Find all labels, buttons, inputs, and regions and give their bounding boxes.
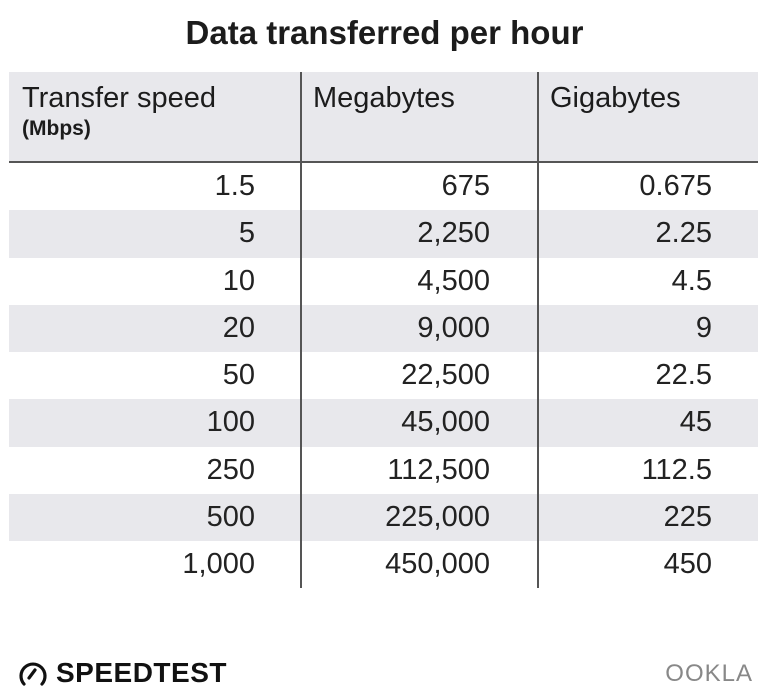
table-title: Data transferred per hour [185,14,584,51]
cell-megabytes: 45,000 [401,406,490,439]
cell-transfer-speed: 5 [238,217,255,250]
cell-transfer-speed: 100 [206,406,255,439]
cell-gigabytes: 22.5 [655,359,712,392]
speedtest-wordmark: SPEEDTEST [56,657,227,688]
cell-transfer-speed: 10 [222,264,255,297]
ookla-logo: OOKLA [665,660,753,687]
cell-megabytes: 2,250 [417,217,490,250]
cell-gigabytes: 45 [679,406,712,439]
cell-megabytes: 4,500 [417,264,490,297]
cell-transfer-speed: 500 [206,501,255,534]
header-gigabytes: Gigabytes [550,82,681,114]
cell-gigabytes: 4.5 [671,264,712,297]
cell-megabytes: 225,000 [385,501,490,534]
cell-transfer-speed: 1.5 [214,170,255,202]
cell-gigabytes: 225 [663,501,712,534]
speedtest-logo: SPEEDTEST [18,657,227,689]
data-table: Transfer speed (Mbps) Megabytes Gigabyte… [9,72,758,589]
cell-megabytes: 9,000 [417,311,490,344]
header-label: Transfer speed [22,82,216,114]
cell-megabytes: 112,500 [387,453,490,486]
cell-transfer-speed: 1,000 [182,548,255,581]
table-row: 50 22,500 22.5 [9,352,758,399]
cell-gigabytes: 9 [695,311,712,344]
table-row: 500 225,000 225 [9,494,758,542]
cell-gigabytes: 2.25 [655,217,712,250]
table-row: 250 112,500 112.5 [9,447,758,494]
cell-megabytes: 675 [441,170,490,202]
table-row: 1.5 675 0.675 [9,163,758,210]
cell-gigabytes: 0.675 [639,170,712,202]
table-row: 100 45,000 45 [9,399,758,447]
table-row: 10 4,500 4.5 [9,258,758,305]
table-row: 1,000 450,000 450 [9,541,758,588]
cell-transfer-speed: 20 [222,311,255,344]
table-header: Transfer speed (Mbps) Megabytes Gigabyte… [9,72,758,163]
table-row: 5 2,250 2.25 [9,210,758,258]
header-transfer-speed: Transfer speed (Mbps) [22,82,216,141]
cell-transfer-speed: 250 [206,453,255,486]
column-divider [300,72,302,588]
header-unit: (Mbps) [22,117,91,140]
cell-gigabytes: 450 [663,548,712,581]
cell-transfer-speed: 50 [222,359,255,392]
speedometer-icon [19,662,47,686]
table-row: 20 9,000 9 [9,304,758,353]
cell-gigabytes: 112.5 [641,453,712,486]
header-megabytes: Megabytes [313,82,455,114]
cell-megabytes: 22,500 [401,359,490,392]
column-divider [537,72,539,588]
cell-megabytes: 450,000 [385,548,490,581]
